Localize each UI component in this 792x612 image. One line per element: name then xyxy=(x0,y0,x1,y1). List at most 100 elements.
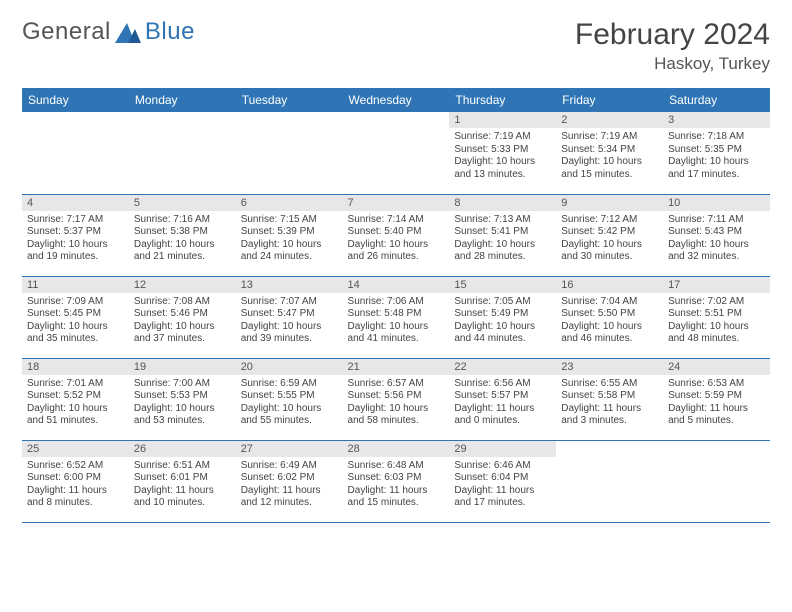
day-cell: 2Sunrise: 7:19 AMSunset: 5:34 PMDaylight… xyxy=(556,112,663,194)
day-number: 20 xyxy=(236,359,343,375)
day-number: 8 xyxy=(449,195,556,211)
day-cell: 4Sunrise: 7:17 AMSunset: 5:37 PMDaylight… xyxy=(22,194,129,276)
day-number: 19 xyxy=(129,359,236,375)
day-details: Sunrise: 7:00 AMSunset: 5:53 PMDaylight:… xyxy=(129,375,236,432)
day-details: Sunrise: 7:02 AMSunset: 5:51 PMDaylight:… xyxy=(663,293,770,350)
day-number: 4 xyxy=(22,195,129,211)
day-cell: 22Sunrise: 6:56 AMSunset: 5:57 PMDayligh… xyxy=(449,358,556,440)
day-details: Sunrise: 7:16 AMSunset: 5:38 PMDaylight:… xyxy=(129,211,236,268)
week-row: 25Sunrise: 6:52 AMSunset: 6:00 PMDayligh… xyxy=(22,440,770,522)
logo-word1: General xyxy=(22,18,111,46)
week-row: 11Sunrise: 7:09 AMSunset: 5:45 PMDayligh… xyxy=(22,276,770,358)
day-number: 23 xyxy=(556,359,663,375)
day-cell: 1Sunrise: 7:19 AMSunset: 5:33 PMDaylight… xyxy=(449,112,556,194)
day-number: 18 xyxy=(22,359,129,375)
day-number: 24 xyxy=(663,359,770,375)
day-number: 12 xyxy=(129,277,236,293)
day-number: 2 xyxy=(556,112,663,128)
col-friday: Friday xyxy=(556,88,663,112)
day-cell: 21Sunrise: 6:57 AMSunset: 5:56 PMDayligh… xyxy=(343,358,450,440)
day-cell: 20Sunrise: 6:59 AMSunset: 5:55 PMDayligh… xyxy=(236,358,343,440)
col-wednesday: Wednesday xyxy=(343,88,450,112)
logo: General Blue xyxy=(22,18,195,46)
day-cell: 10Sunrise: 7:11 AMSunset: 5:43 PMDayligh… xyxy=(663,194,770,276)
day-number: 15 xyxy=(449,277,556,293)
day-details: Sunrise: 6:52 AMSunset: 6:00 PMDaylight:… xyxy=(22,457,129,514)
day-cell xyxy=(236,112,343,194)
day-cell: 5Sunrise: 7:16 AMSunset: 5:38 PMDaylight… xyxy=(129,194,236,276)
col-sunday: Sunday xyxy=(22,88,129,112)
day-number: 29 xyxy=(449,441,556,457)
day-details: Sunrise: 7:18 AMSunset: 5:35 PMDaylight:… xyxy=(663,128,770,185)
day-details: Sunrise: 6:57 AMSunset: 5:56 PMDaylight:… xyxy=(343,375,450,432)
day-cell: 24Sunrise: 6:53 AMSunset: 5:59 PMDayligh… xyxy=(663,358,770,440)
day-cell xyxy=(129,112,236,194)
day-number: 28 xyxy=(343,441,450,457)
day-cell: 29Sunrise: 6:46 AMSunset: 6:04 PMDayligh… xyxy=(449,440,556,522)
day-number: 26 xyxy=(129,441,236,457)
day-cell: 28Sunrise: 6:48 AMSunset: 6:03 PMDayligh… xyxy=(343,440,450,522)
day-number: 27 xyxy=(236,441,343,457)
day-details: Sunrise: 7:04 AMSunset: 5:50 PMDaylight:… xyxy=(556,293,663,350)
col-thursday: Thursday xyxy=(449,88,556,112)
day-cell xyxy=(343,112,450,194)
day-details: Sunrise: 7:06 AMSunset: 5:48 PMDaylight:… xyxy=(343,293,450,350)
day-cell: 6Sunrise: 7:15 AMSunset: 5:39 PMDaylight… xyxy=(236,194,343,276)
week-row: 1Sunrise: 7:19 AMSunset: 5:33 PMDaylight… xyxy=(22,112,770,194)
day-details: Sunrise: 6:51 AMSunset: 6:01 PMDaylight:… xyxy=(129,457,236,514)
header-row: Sunday Monday Tuesday Wednesday Thursday… xyxy=(22,88,770,112)
day-details: Sunrise: 7:17 AMSunset: 5:37 PMDaylight:… xyxy=(22,211,129,268)
day-details: Sunrise: 7:19 AMSunset: 5:34 PMDaylight:… xyxy=(556,128,663,185)
day-cell: 7Sunrise: 7:14 AMSunset: 5:40 PMDaylight… xyxy=(343,194,450,276)
day-details: Sunrise: 7:13 AMSunset: 5:41 PMDaylight:… xyxy=(449,211,556,268)
day-number: 1 xyxy=(449,112,556,128)
day-cell xyxy=(556,440,663,522)
day-cell: 16Sunrise: 7:04 AMSunset: 5:50 PMDayligh… xyxy=(556,276,663,358)
col-monday: Monday xyxy=(129,88,236,112)
header: General Blue February 2024 Haskoy, Turke… xyxy=(22,18,770,74)
day-cell: 3Sunrise: 7:18 AMSunset: 5:35 PMDaylight… xyxy=(663,112,770,194)
day-number: 7 xyxy=(343,195,450,211)
day-cell: 14Sunrise: 7:06 AMSunset: 5:48 PMDayligh… xyxy=(343,276,450,358)
day-details: Sunrise: 7:12 AMSunset: 5:42 PMDaylight:… xyxy=(556,211,663,268)
day-number: 22 xyxy=(449,359,556,375)
day-cell: 15Sunrise: 7:05 AMSunset: 5:49 PMDayligh… xyxy=(449,276,556,358)
day-details: Sunrise: 7:05 AMSunset: 5:49 PMDaylight:… xyxy=(449,293,556,350)
day-cell: 11Sunrise: 7:09 AMSunset: 5:45 PMDayligh… xyxy=(22,276,129,358)
day-details: Sunrise: 7:07 AMSunset: 5:47 PMDaylight:… xyxy=(236,293,343,350)
day-number: 16 xyxy=(556,277,663,293)
day-number: 6 xyxy=(236,195,343,211)
day-number: 13 xyxy=(236,277,343,293)
day-cell: 9Sunrise: 7:12 AMSunset: 5:42 PMDaylight… xyxy=(556,194,663,276)
col-saturday: Saturday xyxy=(663,88,770,112)
day-number: 5 xyxy=(129,195,236,211)
logo-word2: Blue xyxy=(145,18,195,46)
day-number: 10 xyxy=(663,195,770,211)
col-tuesday: Tuesday xyxy=(236,88,343,112)
day-number: 25 xyxy=(22,441,129,457)
day-cell: 25Sunrise: 6:52 AMSunset: 6:00 PMDayligh… xyxy=(22,440,129,522)
day-details: Sunrise: 6:46 AMSunset: 6:04 PMDaylight:… xyxy=(449,457,556,514)
day-details: Sunrise: 7:11 AMSunset: 5:43 PMDaylight:… xyxy=(663,211,770,268)
day-details: Sunrise: 7:19 AMSunset: 5:33 PMDaylight:… xyxy=(449,128,556,185)
week-row: 4Sunrise: 7:17 AMSunset: 5:37 PMDaylight… xyxy=(22,194,770,276)
day-cell: 13Sunrise: 7:07 AMSunset: 5:47 PMDayligh… xyxy=(236,276,343,358)
day-details: Sunrise: 7:14 AMSunset: 5:40 PMDaylight:… xyxy=(343,211,450,268)
day-number: 11 xyxy=(22,277,129,293)
day-cell: 19Sunrise: 7:00 AMSunset: 5:53 PMDayligh… xyxy=(129,358,236,440)
day-details: Sunrise: 6:49 AMSunset: 6:02 PMDaylight:… xyxy=(236,457,343,514)
day-cell: 23Sunrise: 6:55 AMSunset: 5:58 PMDayligh… xyxy=(556,358,663,440)
day-details: Sunrise: 6:55 AMSunset: 5:58 PMDaylight:… xyxy=(556,375,663,432)
day-details: Sunrise: 6:53 AMSunset: 5:59 PMDaylight:… xyxy=(663,375,770,432)
day-cell: 18Sunrise: 7:01 AMSunset: 5:52 PMDayligh… xyxy=(22,358,129,440)
calendar-table: Sunday Monday Tuesday Wednesday Thursday… xyxy=(22,88,770,523)
week-row: 18Sunrise: 7:01 AMSunset: 5:52 PMDayligh… xyxy=(22,358,770,440)
day-cell xyxy=(22,112,129,194)
logo-triangle-icon xyxy=(115,21,141,43)
month-title: February 2024 xyxy=(575,18,770,52)
day-details: Sunrise: 6:56 AMSunset: 5:57 PMDaylight:… xyxy=(449,375,556,432)
day-number: 21 xyxy=(343,359,450,375)
day-number: 9 xyxy=(556,195,663,211)
day-cell: 27Sunrise: 6:49 AMSunset: 6:02 PMDayligh… xyxy=(236,440,343,522)
title-block: February 2024 Haskoy, Turkey xyxy=(575,18,770,74)
